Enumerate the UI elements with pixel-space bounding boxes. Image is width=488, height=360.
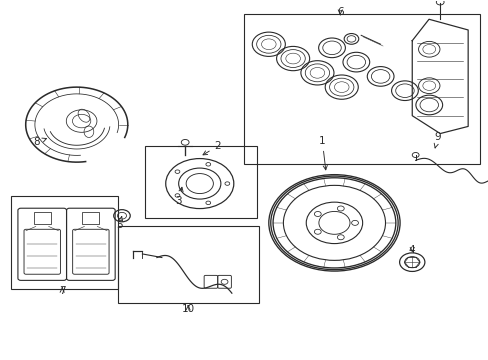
Text: 8: 8 — [33, 138, 46, 148]
Bar — [244, 14, 479, 164]
Text: 5: 5 — [116, 216, 122, 230]
Text: 2: 2 — [203, 141, 221, 155]
Text: 10: 10 — [181, 303, 194, 314]
Text: 6: 6 — [336, 7, 343, 17]
Bar — [34, 212, 51, 224]
Text: 7: 7 — [59, 286, 65, 296]
Text: 3: 3 — [175, 187, 183, 206]
Text: 1: 1 — [318, 136, 326, 170]
Text: 9: 9 — [433, 132, 441, 148]
Text: 4: 4 — [408, 246, 415, 255]
Bar — [144, 146, 256, 217]
Bar — [118, 226, 259, 303]
Bar — [11, 196, 118, 289]
Bar — [82, 212, 99, 224]
